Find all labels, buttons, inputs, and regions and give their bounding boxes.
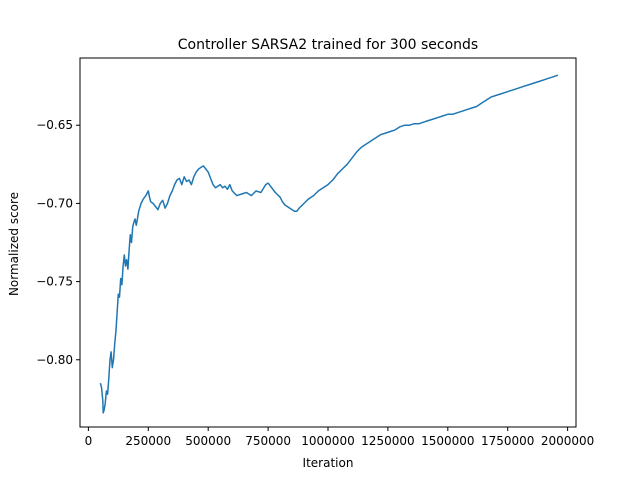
series-line-group xyxy=(99,74,559,414)
x-tick-label: 2000000 xyxy=(541,434,594,448)
x-tick-label: 1000000 xyxy=(301,434,354,448)
x-tick-label: 1500000 xyxy=(421,434,474,448)
y-tick-label: −0.65 xyxy=(36,118,73,132)
x-tick-label: 0 xyxy=(85,434,93,448)
chart-title: Controller SARSA2 trained for 300 second… xyxy=(178,37,478,53)
x-tick-label: 1250000 xyxy=(361,434,414,448)
series-line xyxy=(99,74,559,414)
x-axis-ticks: 0 250000 500000 750000 1000000 1250000 1500000… xyxy=(85,427,594,448)
x-tick-label: 500000 xyxy=(185,434,231,448)
x-axis-label: Iteration xyxy=(303,456,354,470)
y-tick-label: −0.75 xyxy=(36,275,73,289)
x-tick-label: 750000 xyxy=(245,434,291,448)
x-tick-label: 250000 xyxy=(125,434,171,448)
x-tick-label: 1750000 xyxy=(481,434,534,448)
plot-frame xyxy=(79,57,577,428)
y-axis-ticks: −0.80 −0.75 −0.70 −0.65 xyxy=(36,118,80,367)
y-axis-label: Normalized score xyxy=(7,192,21,296)
y-tick-label: −0.80 xyxy=(36,353,73,367)
y-tick-label: −0.70 xyxy=(36,196,73,210)
